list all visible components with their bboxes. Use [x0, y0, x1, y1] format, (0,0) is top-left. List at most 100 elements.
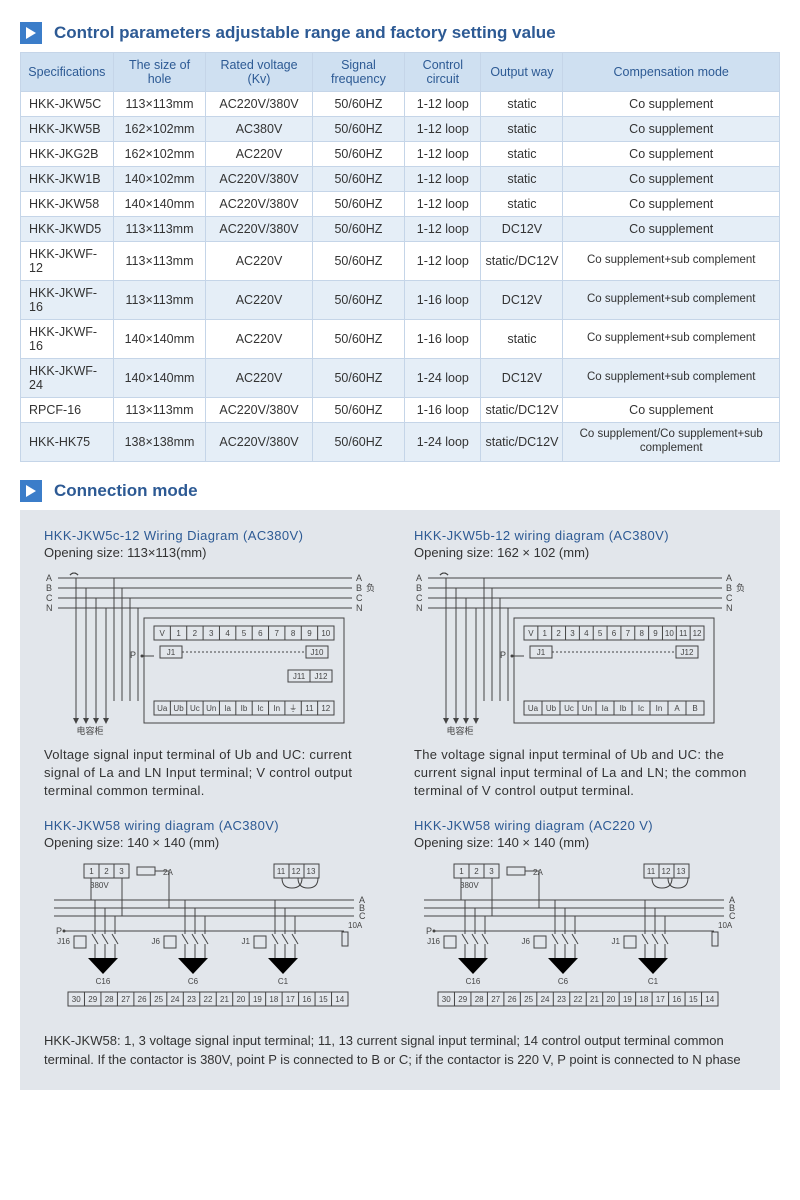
- svg-text:2: 2: [556, 629, 561, 638]
- svg-text:J12: J12: [681, 648, 694, 657]
- svg-text:4: 4: [584, 629, 589, 638]
- svg-text:10A: 10A: [718, 921, 733, 930]
- svg-text:In: In: [273, 704, 280, 713]
- diagram-1: HKK-JKW5c-12 Wiring Diagram (AC380V) Ope…: [44, 528, 386, 801]
- table-cell: 113×113mm: [113, 242, 206, 281]
- svg-text:20: 20: [236, 995, 245, 1004]
- table-cell: 140×140mm: [113, 192, 206, 217]
- table-cell: 140×140mm: [113, 359, 206, 398]
- table-cell: 1-12 loop: [405, 192, 481, 217]
- svg-text:P: P: [56, 926, 62, 936]
- svg-text:2: 2: [104, 867, 109, 876]
- table-cell: static: [481, 192, 563, 217]
- svg-text:Uc: Uc: [190, 704, 200, 713]
- table-cell: 1-12 loop: [405, 167, 481, 192]
- svg-text:13: 13: [677, 867, 686, 876]
- table-row: HKK-JKG2B162×102mmAC220V50/60HZ1-12 loop…: [21, 142, 780, 167]
- table-cell: 1-24 loop: [405, 359, 481, 398]
- bottom-note: HKK-JKW58: 1, 3 voltage signal input ter…: [44, 1032, 756, 1070]
- diagram1-desc: Voltage signal input terminal of Ub and …: [44, 746, 386, 801]
- table-cell: DC12V: [481, 359, 563, 398]
- svg-text:2A: 2A: [533, 868, 543, 877]
- table-cell: AC220V: [206, 242, 312, 281]
- svg-text:6: 6: [258, 629, 263, 638]
- table-cell: Co supplement: [563, 217, 780, 242]
- svg-text:A: A: [674, 704, 680, 713]
- diagram-3: HKK-JKW58 wiring diagram (AC380V) Openin…: [44, 818, 386, 1018]
- svg-text:A: A: [416, 573, 422, 583]
- svg-text:B: B: [46, 583, 52, 593]
- svg-text:16: 16: [672, 995, 681, 1004]
- svg-text:B: B: [356, 583, 362, 593]
- table-cell: 50/60HZ: [312, 217, 404, 242]
- table-cell: 50/60HZ: [312, 242, 404, 281]
- svg-text:10A: 10A: [348, 921, 363, 930]
- svg-text:11: 11: [305, 704, 314, 713]
- svg-text:J1: J1: [167, 648, 176, 657]
- table-row: HKK-JKW5B162×102mmAC380V50/60HZ1-12 loop…: [21, 117, 780, 142]
- svg-text:11: 11: [679, 629, 688, 638]
- svg-text:19: 19: [253, 995, 262, 1004]
- table-cell: static: [481, 320, 563, 359]
- svg-text:C6: C6: [188, 977, 199, 986]
- table-header-row: Specifications The size of hole Rated vo…: [21, 53, 780, 92]
- table-cell: 113×113mm: [113, 92, 206, 117]
- svg-text:25: 25: [524, 995, 533, 1004]
- svg-text:14: 14: [335, 995, 344, 1004]
- table-cell: AC220V: [206, 142, 312, 167]
- svg-text:22: 22: [204, 995, 213, 1004]
- svg-text:C: C: [729, 911, 736, 921]
- table-cell: AC220V/380V: [206, 192, 312, 217]
- table-row: HKK-JKW1B140×102mmAC220V/380V50/60HZ1-12…: [21, 167, 780, 192]
- svg-text:30: 30: [72, 995, 81, 1004]
- svg-text:29: 29: [88, 995, 97, 1004]
- svg-text:Ic: Ic: [257, 704, 263, 713]
- table-cell: 1-16 loop: [405, 398, 481, 423]
- svg-text:15: 15: [689, 995, 698, 1004]
- table-cell: 140×140mm: [113, 320, 206, 359]
- table-cell: static: [481, 167, 563, 192]
- svg-text:21: 21: [590, 995, 599, 1004]
- svg-text:Uc: Uc: [564, 704, 574, 713]
- col-control-circuit: Control circuit: [405, 53, 481, 92]
- svg-text:J12: J12: [315, 672, 328, 681]
- table-cell: 1-16 loop: [405, 281, 481, 320]
- table-cell: HKK-JKWF-16: [21, 281, 114, 320]
- table-cell: Co supplement: [563, 167, 780, 192]
- svg-text:A: A: [726, 573, 732, 583]
- table-cell: DC12V: [481, 281, 563, 320]
- svg-text:3: 3: [119, 867, 124, 876]
- svg-text:B: B: [416, 583, 422, 593]
- svg-text:V: V: [160, 629, 166, 638]
- col-compensation-mode: Compensation mode: [563, 53, 780, 92]
- table-cell: 50/60HZ: [312, 320, 404, 359]
- svg-text:C: C: [416, 593, 423, 603]
- table-cell: static: [481, 117, 563, 142]
- svg-text:8: 8: [291, 629, 296, 638]
- svg-text:A: A: [46, 573, 52, 583]
- svg-text:Un: Un: [206, 704, 216, 713]
- play-icon: [20, 480, 42, 502]
- svg-text:J6: J6: [152, 937, 161, 946]
- svg-text:负载: 负载: [366, 582, 374, 593]
- table-row: HKK-JKWF-24140×140mmAC220V50/60HZ1-24 lo…: [21, 359, 780, 398]
- table-cell: 50/60HZ: [312, 142, 404, 167]
- svg-text:2: 2: [193, 629, 198, 638]
- svg-text:Ub: Ub: [546, 704, 557, 713]
- table-cell: AC220V: [206, 320, 312, 359]
- table-cell: 162×102mm: [113, 142, 206, 167]
- diagram3-svg: 1232A380V111213ABCP10AJ16C16J6C6J1C13029…: [44, 858, 374, 1018]
- diagram1-title: HKK-JKW5c-12 Wiring Diagram (AC380V): [44, 528, 386, 543]
- col-specifications: Specifications: [21, 53, 114, 92]
- table-row: HKK-JKWF-16113×113mmAC220V50/60HZ1-16 lo…: [21, 281, 780, 320]
- svg-text:Ic: Ic: [638, 704, 644, 713]
- table-cell: 50/60HZ: [312, 117, 404, 142]
- svg-text:5: 5: [598, 629, 603, 638]
- table-cell: HKK-JKW5B: [21, 117, 114, 142]
- table-cell: Co supplement: [563, 192, 780, 217]
- svg-text:12: 12: [693, 629, 702, 638]
- svg-text:3: 3: [570, 629, 575, 638]
- table-cell: 1-12 loop: [405, 117, 481, 142]
- table-row: HKK-JKWF-16140×140mmAC220V50/60HZ1-16 lo…: [21, 320, 780, 359]
- svg-text:15: 15: [319, 995, 328, 1004]
